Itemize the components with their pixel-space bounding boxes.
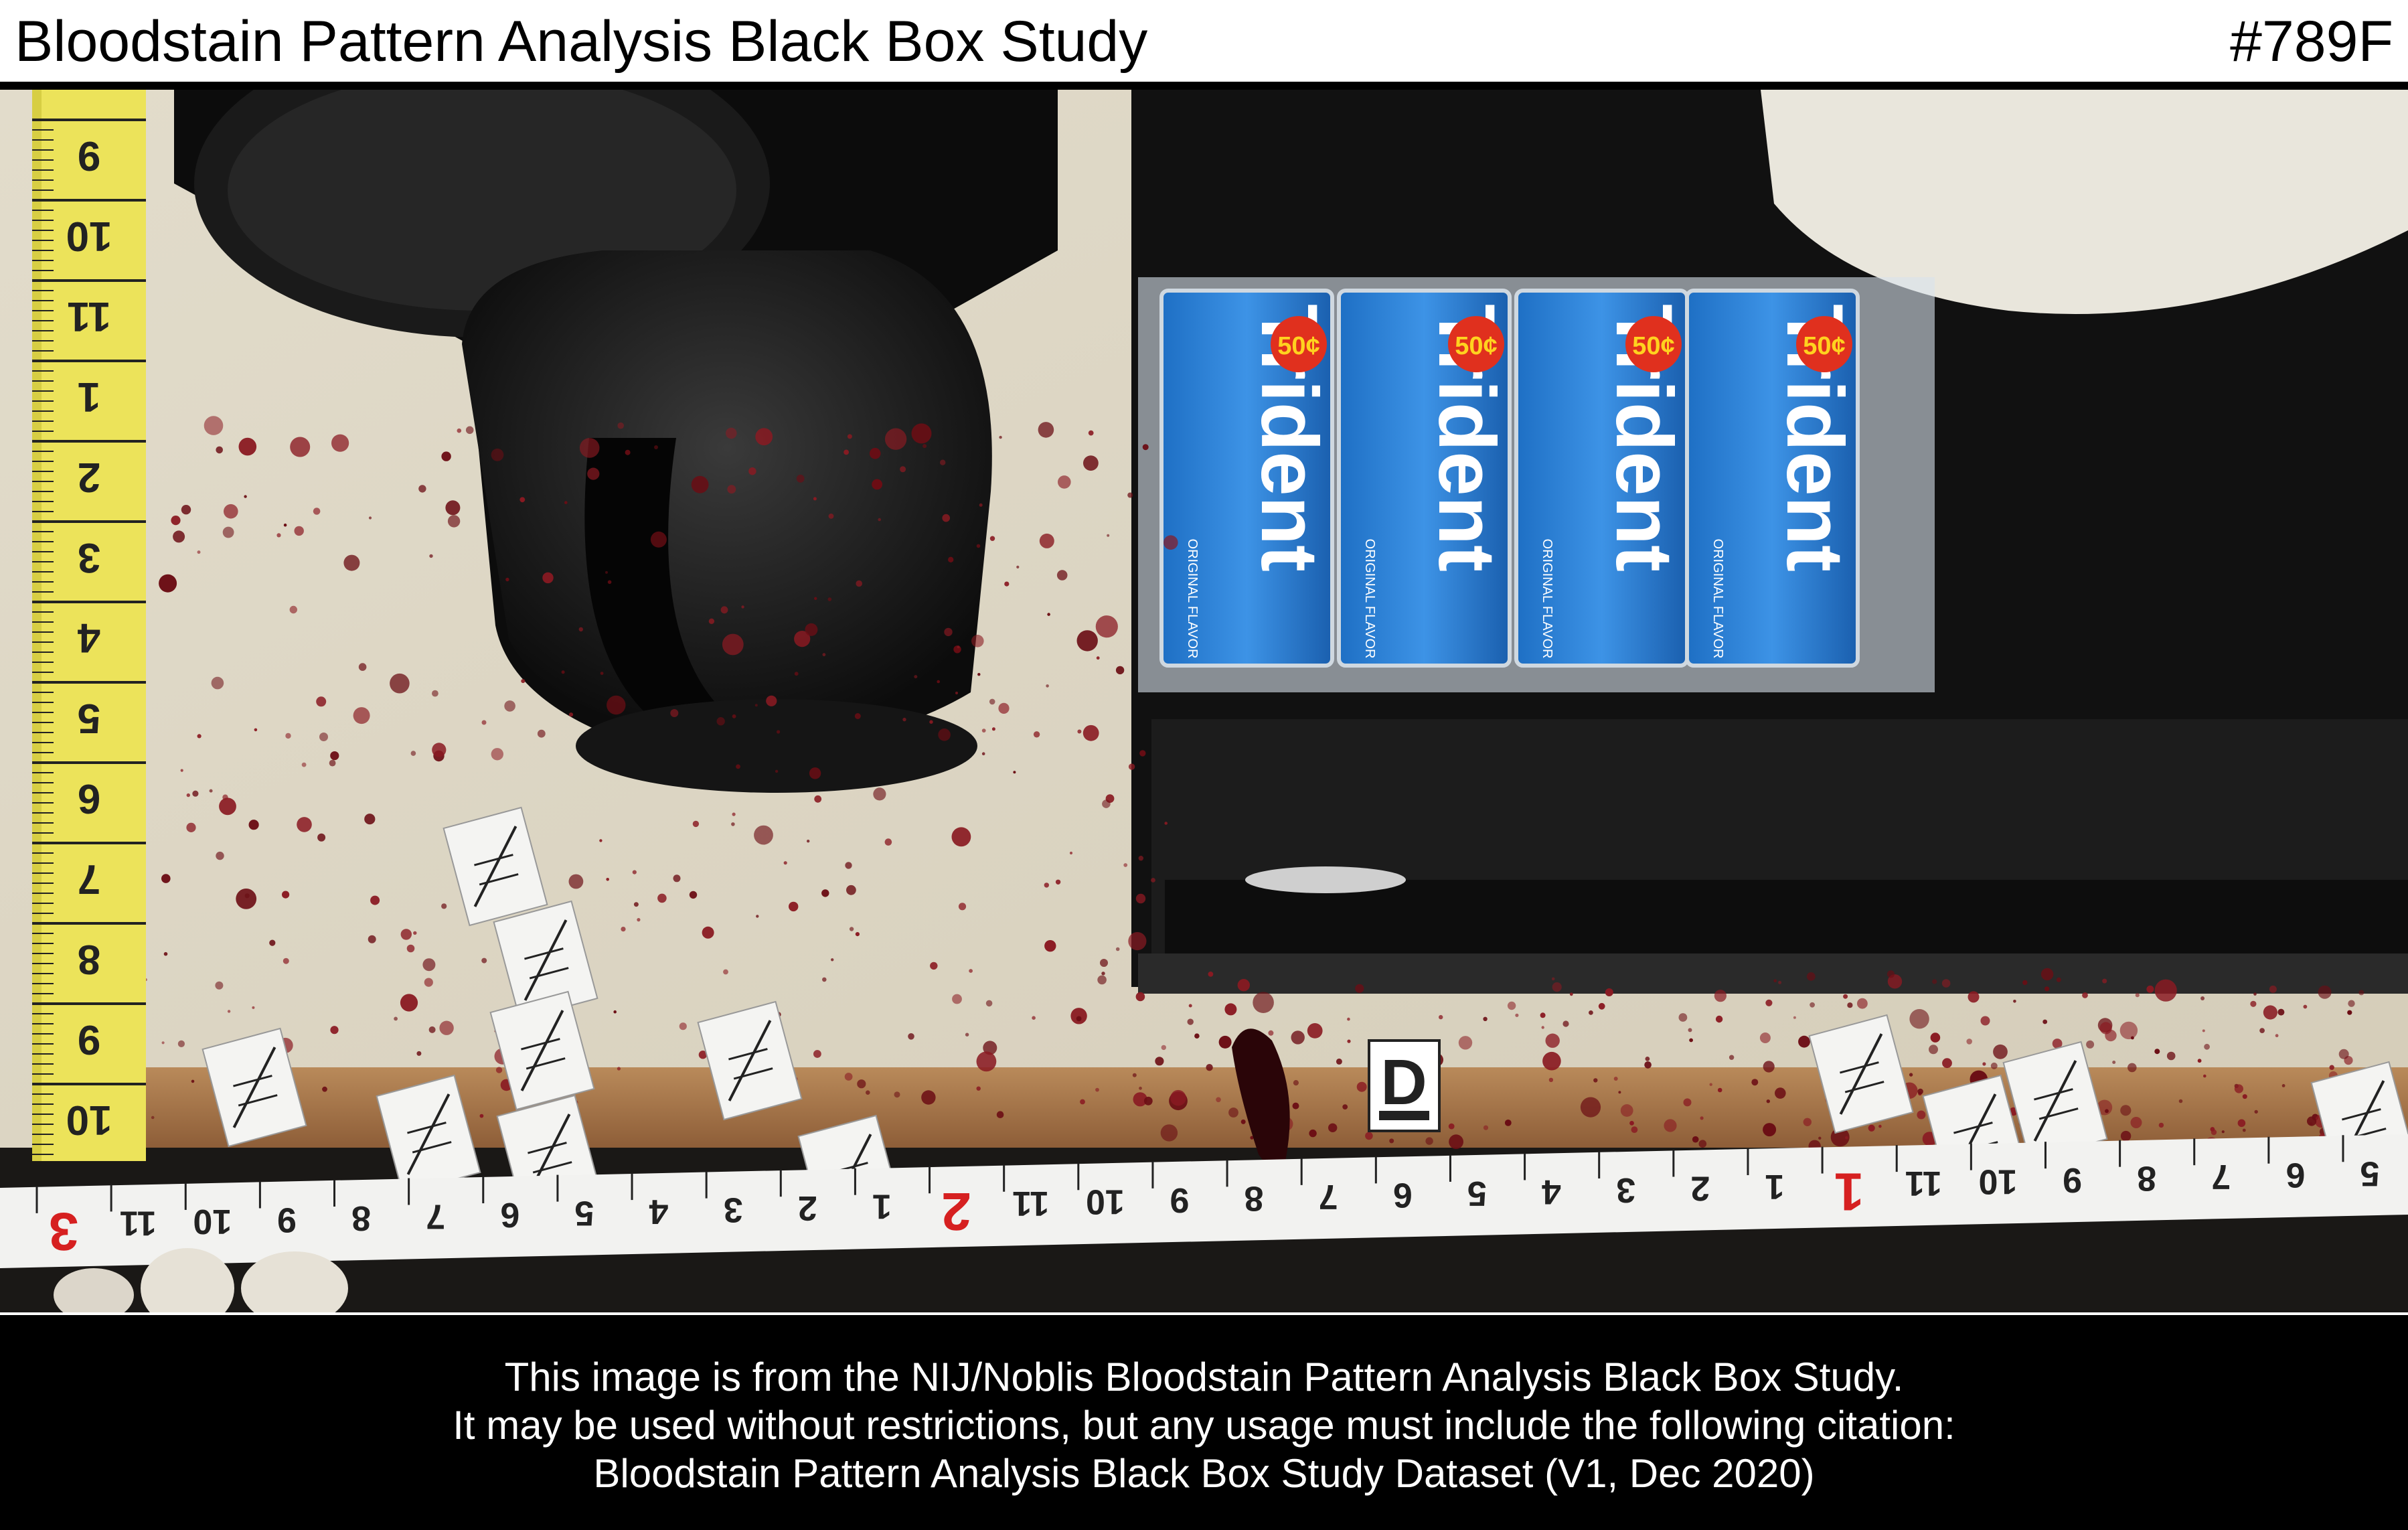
white-tape-number: 8 bbox=[1245, 1178, 1264, 1217]
white-tape-number: 2 bbox=[1690, 1169, 1710, 1208]
scale-card bbox=[697, 1000, 803, 1121]
white-tape-number: 4 bbox=[649, 1192, 668, 1231]
header-bar: Bloodstain Pattern Analysis Black Box St… bbox=[0, 0, 2408, 86]
yellow-tape-number: 5 bbox=[78, 695, 100, 741]
white-tape-number: 9 bbox=[2063, 1160, 2082, 1199]
citation-line-3: Bloodstain Pattern Analysis Black Box St… bbox=[593, 1451, 1815, 1496]
white-tape-number: 10 bbox=[1978, 1162, 2017, 1201]
white-tape-number: 4 bbox=[1542, 1172, 1561, 1211]
white-tape-number: 5 bbox=[1467, 1174, 1487, 1213]
yellow-tape-number: 7 bbox=[78, 856, 100, 902]
citation-footer: This image is from the NIJ/Noblis Bloods… bbox=[0, 1312, 2408, 1530]
yellow-tape-number: 2 bbox=[78, 454, 100, 500]
coffee-maker bbox=[174, 90, 1058, 793]
gloved-hand bbox=[54, 1248, 348, 1312]
white-tape-number: 6 bbox=[500, 1195, 519, 1234]
evidence-marker-d: D bbox=[1368, 1039, 1441, 1132]
white-tape-number: 2 bbox=[798, 1189, 817, 1227]
gum-price-label: 50¢ bbox=[1632, 332, 1674, 360]
white-tape-number: 8 bbox=[351, 1199, 371, 1237]
yellow-tape-number: 10 bbox=[66, 1097, 112, 1143]
image-id: #789F bbox=[2230, 9, 2393, 74]
gum-price-label: 50¢ bbox=[1277, 332, 1319, 360]
crime-scene-photo: Trident 50¢ ORIGINAL FLAVOR Trident 50¢ ORIGI… bbox=[0, 90, 2408, 1312]
yellow-tape-number: 9 bbox=[78, 1016, 100, 1063]
white-tape-number: 3 bbox=[1616, 1170, 1635, 1209]
yellow-tape-number: 10 bbox=[66, 213, 112, 259]
gum-price-label: 50¢ bbox=[1803, 332, 1845, 360]
scale-card bbox=[493, 900, 598, 1020]
white-tape-number: 9 bbox=[277, 1200, 297, 1239]
yellow-tape-number: 8 bbox=[78, 936, 100, 982]
white-tape-number: 10 bbox=[193, 1202, 232, 1241]
scale-card bbox=[443, 806, 548, 927]
scale-card bbox=[202, 1027, 307, 1148]
blood-pool bbox=[1232, 1028, 1290, 1166]
gum-flavor-label: ORIGINAL FLAVOR bbox=[1540, 539, 1554, 659]
yellow-tape-number: 9 bbox=[78, 133, 100, 179]
yellow-tape-number: 6 bbox=[78, 775, 100, 822]
gum-price-label: 50¢ bbox=[1455, 332, 1497, 360]
scale-card bbox=[489, 990, 595, 1111]
white-tape-number: 6 bbox=[1393, 1175, 1413, 1214]
white-tape-number: 9 bbox=[1170, 1180, 1189, 1219]
citation-line-2: It may be used without restrictions, but… bbox=[453, 1403, 1955, 1448]
white-tape-number: 7 bbox=[1319, 1177, 1338, 1216]
white-tape-number: 6 bbox=[2285, 1156, 2305, 1195]
white-mug bbox=[1761, 90, 2408, 314]
white-tape-number: 5 bbox=[574, 1194, 594, 1233]
white-tape-number: 8 bbox=[2137, 1159, 2156, 1198]
white-tape-number: 7 bbox=[426, 1197, 445, 1236]
white-tape-number: 7 bbox=[2211, 1157, 2231, 1196]
white-tape-number: 10 bbox=[1086, 1182, 1125, 1221]
white-measuring-tape: 3 11 10 9 8 7 6 5 4 3 2 1 2 11 10 9 8 7 6 5 4 3 2 1 1 11 10 9 8 7 6 5 bbox=[0, 1134, 2408, 1268]
scale-card bbox=[1808, 1014, 1914, 1134]
yellow-tape-number: 3 bbox=[78, 534, 100, 581]
white-tape-number: 5 bbox=[2360, 1154, 2380, 1193]
evidence-marker-label: D bbox=[1380, 1047, 1427, 1118]
gum-flavor-label: ORIGINAL FLAVOR bbox=[1185, 539, 1200, 659]
yellow-tape-number: 11 bbox=[67, 293, 111, 339]
yellow-tape-number: 4 bbox=[77, 615, 100, 661]
white-tape-number: 1 bbox=[1765, 1167, 1785, 1206]
scale-card bbox=[376, 1074, 481, 1195]
white-tape-number: 1 bbox=[872, 1187, 892, 1226]
white-tape-number: 1 bbox=[1834, 1162, 1864, 1222]
yellow-tape-number: 1 bbox=[78, 374, 100, 420]
white-tape-number: 3 bbox=[724, 1191, 743, 1229]
gum-flavor-label: ORIGINAL FLAVOR bbox=[1710, 539, 1725, 659]
white-tape-number: 11 bbox=[1012, 1184, 1049, 1223]
white-tape-number: 11 bbox=[1905, 1164, 1942, 1203]
citation-line-1: This image is from the NIJ/Noblis Bloods… bbox=[504, 1355, 1904, 1399]
white-tape-number: 3 bbox=[49, 1202, 79, 1261]
study-title: Bloodstain Pattern Analysis Black Box St… bbox=[15, 9, 1148, 74]
white-tape-number: 11 bbox=[120, 1203, 157, 1242]
white-tape-number: 2 bbox=[941, 1182, 971, 1241]
gum-flavor-label: ORIGINAL FLAVOR bbox=[1362, 539, 1377, 659]
